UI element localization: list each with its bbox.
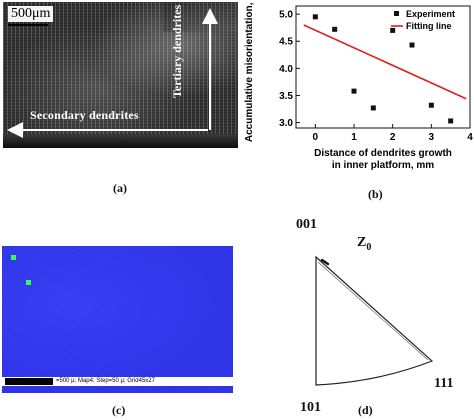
scale-bar: [8, 24, 48, 26]
y-tick-label: 4.5: [279, 37, 293, 48]
y-tick-label: 5.0: [279, 10, 293, 21]
x-axis-label-line-2: in inner platform, mm: [332, 160, 434, 171]
y-tick-label: 3.0: [279, 118, 293, 129]
scale-bar-label: 500μm: [8, 6, 54, 22]
panel-a-micrograph: 500μm Secondary dendrites Tertiary dendr…: [0, 0, 238, 200]
tertiary-dendrites-label: Tertiary dendrites: [170, 4, 184, 98]
x-tick-label: 0: [313, 132, 319, 143]
map-status-bar: [2, 377, 233, 386]
caption-b: (b): [368, 187, 383, 201]
x-axis-label-line-1: Distance of dendrites growth: [314, 148, 452, 159]
experiment-point: [332, 26, 338, 32]
plot-frame: [295, 5, 471, 129]
z0-label: Z0: [357, 235, 372, 253]
legend-fitting-label: Fitting line: [406, 21, 452, 31]
green-grain-point: [11, 255, 16, 260]
dendrite-micrograph-image: [3, 2, 238, 148]
pole-111-label: 111: [434, 376, 454, 391]
experiment-point: [370, 105, 376, 111]
caption-c: (c): [112, 403, 126, 417]
experiment-point: [428, 102, 434, 108]
caption-a: (a): [113, 181, 127, 195]
ipf-triangle-outline: [315, 255, 434, 386]
z0-orientation-mark: [320, 258, 330, 266]
experiment-point: [351, 88, 357, 94]
green-grain-point: [26, 280, 31, 285]
y-axis-label: Accumulative misorientation, °: [244, 0, 255, 142]
x-tick-label: 2: [390, 132, 396, 143]
orientation-map-image: [2, 246, 233, 393]
map-info-text: =500 µ; Map4; Step=50 µ; Grid45x27: [56, 378, 155, 384]
experiment-point: [448, 118, 454, 124]
experiment-point: [409, 42, 415, 48]
x-tick-label: 1: [351, 132, 357, 143]
fitting-line: [303, 24, 467, 100]
experiment-point: [312, 14, 318, 20]
experiment-point: [390, 27, 396, 33]
x-tick-label: 4: [467, 132, 473, 143]
y-tick-label: 4.0: [279, 64, 293, 75]
x-tick-label: 3: [429, 132, 435, 143]
y-tick-label: 3.5: [279, 91, 293, 102]
misorientation-chart: 0 1 2 3 4 3.0 3.5 4.0 4.5 5.0 Experiment Fitting l…: [244, 0, 473, 171]
inverse-pole-figure: [315, 255, 434, 386]
caption-d: (d): [358, 403, 373, 417]
legend-experiment-marker: [394, 11, 399, 16]
map-scale-bar: [5, 378, 53, 385]
ipf-triangle-inner-edge: [317, 261, 429, 361]
pole-101-label: 101: [300, 400, 321, 415]
secondary-dendrites-label: Secondary dendrites: [30, 108, 139, 122]
legend-experiment-label: Experiment: [406, 9, 455, 19]
arrows-overlay: [7, 8, 218, 138]
pole-001-label: 001: [296, 217, 317, 232]
